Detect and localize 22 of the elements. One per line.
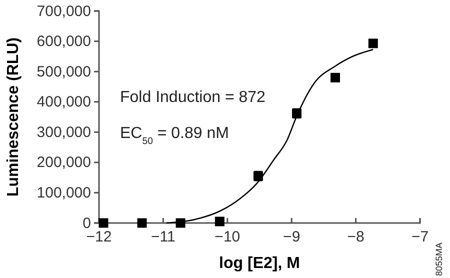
y-tick-label: 700,000 <box>36 2 91 20</box>
text: 8055MA <box>434 242 444 276</box>
point <box>214 216 224 226</box>
y-tick-label: 600,000 <box>36 33 91 50</box>
x-tick-label: −11 <box>151 228 176 246</box>
x-tick-label: −9 <box>283 228 300 246</box>
y-tick-label: 200,000 <box>36 154 91 172</box>
y-tick-label: 100,000 <box>36 184 91 202</box>
x-tick-label: −8 <box>347 228 364 246</box>
annotation: Fold Induction = 872 <box>120 89 266 106</box>
x-tick-label: −7 <box>411 228 429 246</box>
point <box>368 38 378 48</box>
x-axis-title: log [E2], M <box>219 255 300 272</box>
point <box>137 218 147 228</box>
annotation: EC$_{50}$ = 0.89 nM <box>120 125 229 146</box>
y-tick-label: 500,000 <box>36 63 91 80</box>
y-tick-label: 300,000 <box>36 124 91 141</box>
x-tick-label: −10 <box>214 228 240 246</box>
y-tick-label: 400,000 <box>36 94 91 111</box>
y-axis-title: Luminescence (RLU) <box>5 37 22 197</box>
point <box>176 218 186 228</box>
point <box>330 72 340 82</box>
